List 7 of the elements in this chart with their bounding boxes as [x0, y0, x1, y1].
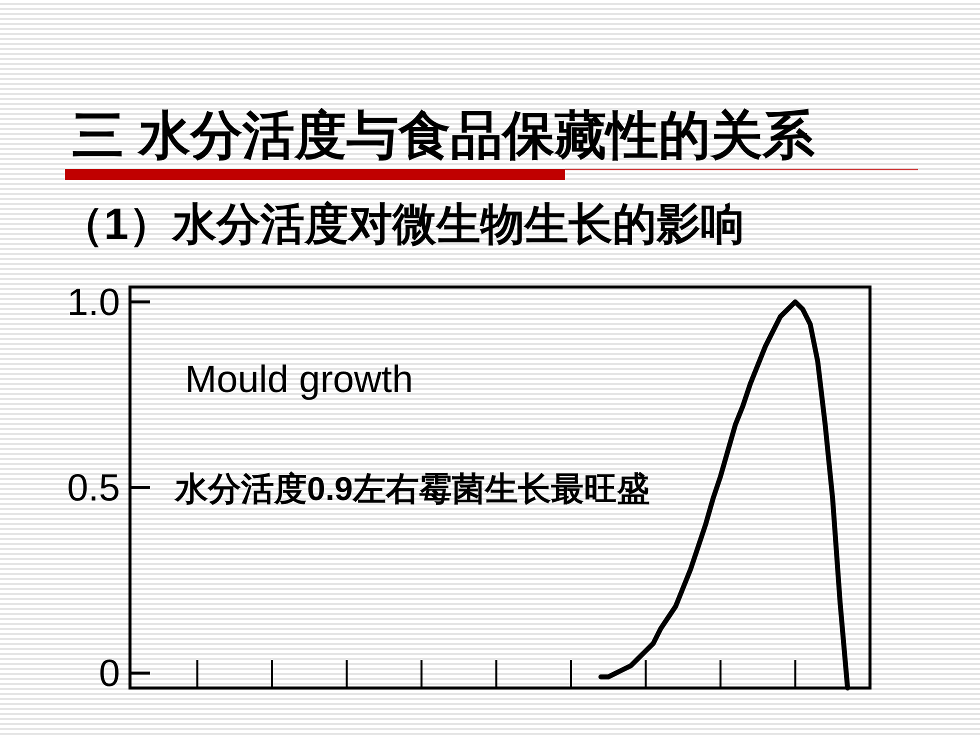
- y-axis-tick-label: 1.0: [67, 282, 120, 324]
- subtitle: （1）水分活度对微生物生长的影响: [60, 200, 744, 249]
- annotation: 水分活度0.9左右霉菌生长最旺盛: [175, 470, 650, 507]
- y-axis-tick-label: 0: [98, 653, 120, 696]
- annotation: Mould growth: [185, 359, 414, 401]
- title: 三 水分活度与食品保藏性的关系: [72, 107, 814, 165]
- y-axis-tick-label: 0.5: [67, 468, 120, 510]
